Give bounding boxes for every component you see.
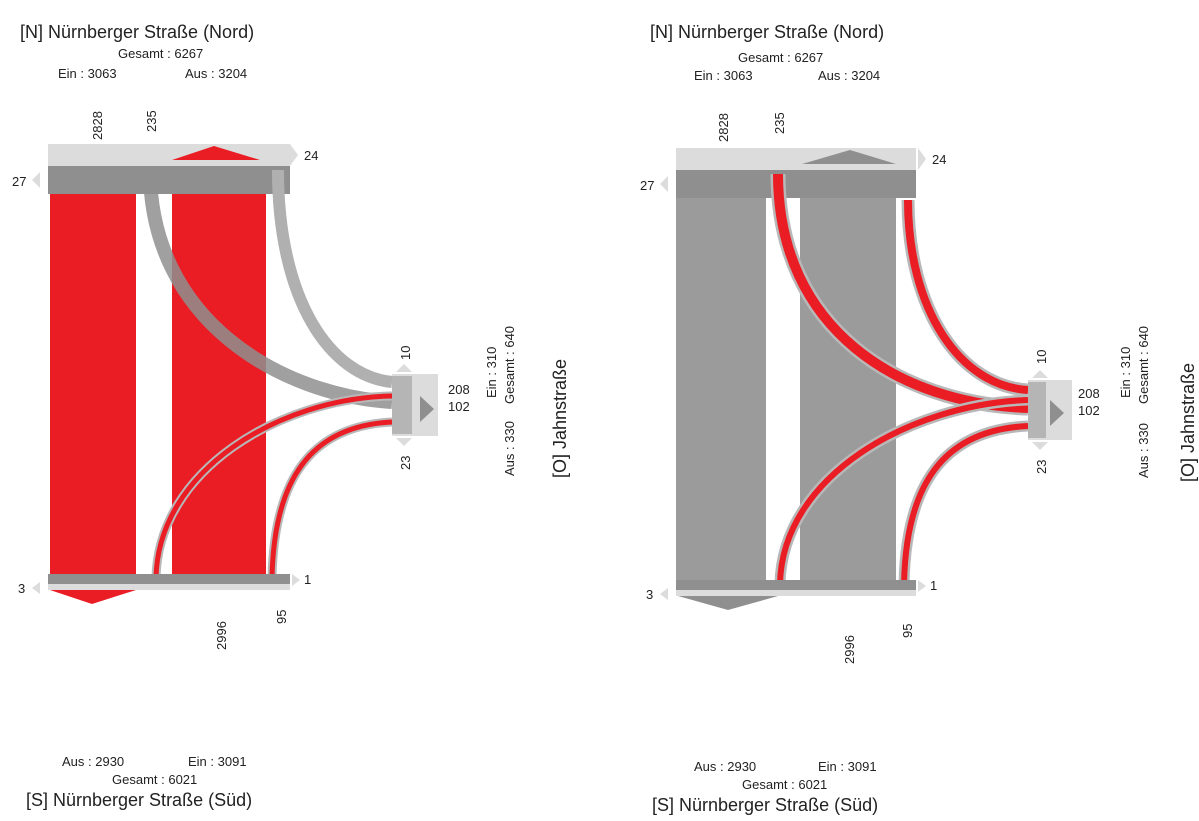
south-uturn-left-arrow [660, 588, 668, 600]
south-in: Ein : 3091 [818, 759, 877, 774]
south-out-arrow [50, 590, 136, 604]
east-out-arrow [420, 396, 434, 422]
east-to-north-count: 208 [448, 382, 470, 397]
north-out: Aus : 3204 [818, 68, 880, 83]
south-total: Gesamt : 6021 [742, 777, 827, 792]
east-uturn-top-arrow [1032, 370, 1048, 378]
diagram-right: [N] Nürnberger Straße (Nord) Gesamt : 62… [640, 22, 1198, 815]
south-uturn-right-count: 1 [304, 572, 311, 587]
north-in: Ein : 3063 [694, 68, 753, 83]
flow-north-to-south [50, 194, 136, 574]
east-lane-band [392, 376, 412, 434]
south-uturn-left-count: 3 [646, 587, 653, 602]
east-out: Aus : 330 [1136, 423, 1151, 478]
east-uturn-bottom-arrow [396, 438, 412, 446]
flow-south-to-north [800, 198, 896, 580]
north-out-arrow [172, 146, 260, 160]
north-name: [N] Nürnberger Straße (Nord) [20, 22, 254, 42]
east-in: Ein : 310 [1118, 347, 1133, 398]
east-uturn-top-count: 10 [398, 346, 413, 360]
north-in: Ein : 3063 [58, 66, 117, 81]
north-lane-band [48, 166, 290, 194]
south-approach-bar [676, 590, 916, 596]
north-total: Gesamt : 6267 [738, 50, 823, 65]
north-out: Aus : 3204 [185, 66, 247, 81]
north-uturn-right-arrow [918, 148, 926, 170]
flow-south-to-east [269, 419, 393, 579]
east-uturn-top-arrow [396, 364, 412, 372]
north-uturn-right-arrow [290, 144, 298, 166]
flow-south-to-east-outline [267, 417, 393, 579]
north-name: [N] Nürnberger Straße (Nord) [650, 22, 884, 42]
flow-north-to-east [143, 169, 393, 409]
north-out-arrow [802, 150, 896, 164]
flow-south-to-north [172, 194, 266, 574]
flow-east-to-south [153, 393, 393, 579]
east-in: Ein : 310 [484, 347, 499, 398]
east-uturn-bottom-arrow [1032, 442, 1048, 450]
north-approach-bar [48, 144, 290, 166]
south-total: Gesamt : 6021 [112, 772, 197, 787]
east-uturn-bottom-count: 23 [398, 456, 413, 470]
east-name: [O] Jahnstraße [1178, 363, 1198, 482]
flow-south-to-east-outline [898, 420, 1029, 585]
north-uturn-left-arrow [32, 172, 40, 188]
north-uturn-left-count: 27 [640, 178, 654, 193]
flow-east-to-south [777, 397, 1029, 585]
diagram-left: [N] Nürnberger Straße (Nord) Gesamt : 62… [12, 22, 570, 810]
south-right-turn-count: 95 [900, 624, 915, 638]
north-through-count: 2828 [716, 113, 731, 142]
south-lane-band [676, 580, 916, 590]
south-through-count: 2996 [842, 635, 857, 664]
east-out-arrow [1050, 400, 1064, 426]
east-out: Aus : 330 [502, 421, 517, 476]
north-right-turn-count: 235 [772, 112, 787, 134]
east-to-south-count: 102 [448, 399, 470, 414]
south-uturn-left-count: 3 [18, 581, 25, 596]
flow-east-to-north [904, 199, 1029, 394]
east-to-south-count: 102 [1078, 403, 1100, 418]
south-out: Aus : 2930 [694, 759, 756, 774]
north-uturn-left-count: 27 [12, 174, 26, 189]
south-lane-band [48, 574, 290, 584]
south-in: Ein : 3091 [188, 754, 247, 769]
north-total: Gesamt : 6267 [118, 46, 203, 61]
south-name: [S] Nürnberger Straße (Süd) [652, 795, 878, 815]
east-name: [O] Jahnstraße [550, 359, 570, 478]
flow-east-to-north [272, 169, 393, 388]
flow-south-to-east [901, 423, 1029, 585]
south-uturn-right-count: 1 [930, 578, 937, 593]
south-through-count: 2996 [214, 621, 229, 650]
east-lane-band [1028, 382, 1046, 438]
east-to-north-count: 208 [1078, 386, 1100, 401]
south-out: Aus : 2930 [62, 754, 124, 769]
south-approach-bar [48, 584, 290, 590]
south-uturn-right-arrow [292, 574, 300, 586]
north-right-turn-count: 235 [144, 110, 159, 132]
north-uturn-right-count: 24 [932, 152, 946, 167]
south-right-turn-count: 95 [274, 610, 289, 624]
south-uturn-left-arrow [32, 582, 40, 594]
flow-north-to-south [676, 198, 766, 580]
south-uturn-right-arrow [918, 580, 926, 592]
north-uturn-left-arrow [660, 176, 668, 192]
south-name: [S] Nürnberger Straße (Süd) [26, 790, 252, 810]
north-approach-bar [676, 148, 916, 170]
east-uturn-bottom-count: 23 [1034, 460, 1049, 474]
east-total: Gesamt : 640 [502, 326, 517, 404]
north-lane-band [676, 170, 916, 198]
north-through-count: 2828 [90, 111, 105, 140]
south-out-arrow [678, 596, 778, 610]
east-uturn-top-count: 10 [1034, 350, 1049, 364]
north-uturn-right-count: 24 [304, 148, 318, 163]
east-total: Gesamt : 640 [1136, 326, 1151, 404]
